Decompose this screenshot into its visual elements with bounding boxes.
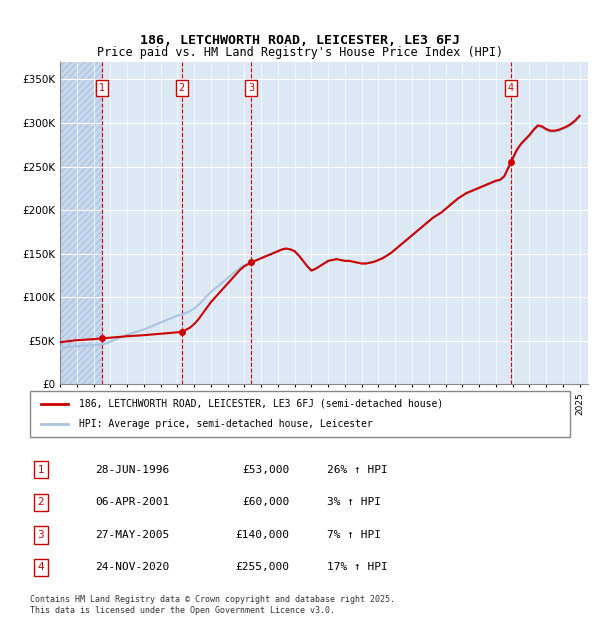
Text: 24-NOV-2020: 24-NOV-2020 <box>95 562 169 572</box>
Text: £140,000: £140,000 <box>235 530 289 540</box>
Text: 27-MAY-2005: 27-MAY-2005 <box>95 530 169 540</box>
Bar <box>60 62 102 384</box>
Text: Contains HM Land Registry data © Crown copyright and database right 2025.
This d: Contains HM Land Registry data © Crown c… <box>30 595 395 614</box>
Text: 1: 1 <box>37 465 44 475</box>
Text: 3: 3 <box>248 83 254 93</box>
Text: 1: 1 <box>98 83 105 93</box>
Text: 186, LETCHWORTH ROAD, LEICESTER, LE3 6FJ: 186, LETCHWORTH ROAD, LEICESTER, LE3 6FJ <box>140 34 460 46</box>
Text: 28-JUN-1996: 28-JUN-1996 <box>95 465 169 475</box>
Text: 3% ↑ HPI: 3% ↑ HPI <box>327 497 381 507</box>
Text: £255,000: £255,000 <box>235 562 289 572</box>
Text: 186, LETCHWORTH ROAD, LEICESTER, LE3 6FJ (semi-detached house): 186, LETCHWORTH ROAD, LEICESTER, LE3 6FJ… <box>79 399 443 409</box>
Text: 2: 2 <box>37 497 44 507</box>
Text: Price paid vs. HM Land Registry's House Price Index (HPI): Price paid vs. HM Land Registry's House … <box>97 46 503 59</box>
Text: 26% ↑ HPI: 26% ↑ HPI <box>327 465 388 475</box>
Text: HPI: Average price, semi-detached house, Leicester: HPI: Average price, semi-detached house,… <box>79 419 373 429</box>
Text: 2: 2 <box>179 83 185 93</box>
Text: 17% ↑ HPI: 17% ↑ HPI <box>327 562 388 572</box>
Text: 4: 4 <box>508 83 514 93</box>
Text: 3: 3 <box>37 530 44 540</box>
Text: 06-APR-2001: 06-APR-2001 <box>95 497 169 507</box>
Text: 4: 4 <box>37 562 44 572</box>
Text: £60,000: £60,000 <box>242 497 289 507</box>
Text: 7% ↑ HPI: 7% ↑ HPI <box>327 530 381 540</box>
FancyBboxPatch shape <box>30 391 570 437</box>
Text: £53,000: £53,000 <box>242 465 289 475</box>
